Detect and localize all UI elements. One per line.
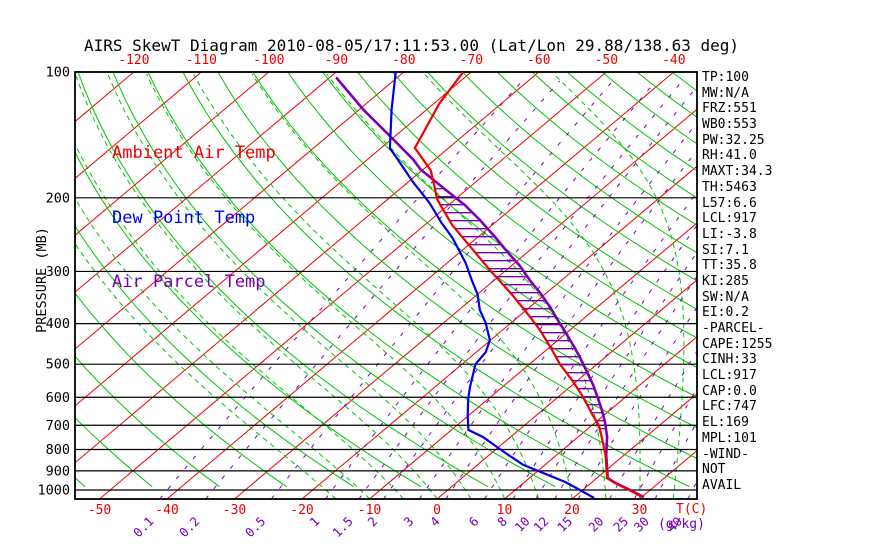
ambient-air-temp-curve (413, 72, 643, 498)
stat-line: MAXT:34.3 (702, 164, 773, 180)
stat-line: WB0:553 (702, 117, 757, 133)
bottom-temp-tick-label: 10 (497, 503, 513, 518)
air-parcel-temp-curve (335, 76, 645, 499)
top-temp-tick-label: -50 (595, 53, 618, 68)
top-temp-tick-label: -100 (253, 53, 284, 68)
isotherm-lines (75, 72, 697, 499)
pressure-tick-label: 400 (46, 316, 70, 332)
stat-line: AVAIL (702, 477, 742, 493)
chart-title: AIRS SkewT Diagram 2010-08-05/17:11:53.0… (84, 36, 740, 55)
sounding-curves (335, 72, 645, 499)
pressure-tick-label: 800 (46, 442, 70, 458)
stat-line: NOT (702, 462, 726, 478)
stat-line: TP:100 (702, 70, 749, 85)
stat-line: CAP:0.0 (702, 383, 757, 399)
stat-line: EI:0.2 (702, 305, 749, 321)
top-temp-tick-label: -40 (662, 53, 685, 68)
pressure-tick-label: 300 (46, 264, 70, 280)
stat-line: LCL:917 (702, 211, 757, 227)
bottom-temp-tick-label: -30 (223, 503, 246, 518)
stats-panel: TP:100 MW:N/A FRZ:551 WB0:553 PW:32.25 RH:41.… (702, 70, 772, 494)
stat-line: EL:169 (702, 415, 749, 431)
dry-adiabat-lines (75, 72, 697, 488)
isobar-lines: 100 200 300 400 500 600 700 800 900 1000 PRESSURE … (34, 65, 698, 500)
top-temp-tick-label: -90 (325, 53, 348, 68)
pressure-tick-label: 200 (46, 190, 70, 206)
stat-line: L57:6.6 (702, 195, 757, 211)
stat-line: MW:N/A (702, 85, 749, 101)
stat-line: MPL:101 (702, 430, 757, 446)
pressure-tick-label: 500 (46, 357, 70, 373)
stat-line: CAPE:1255 (702, 336, 773, 352)
cape-hatch-lines (434, 188, 606, 430)
plot-frame (74, 71, 698, 500)
stat-line: LI:-3.8 (702, 226, 757, 242)
stat-line: LFC:747 (702, 399, 757, 415)
top-temp-tick-label: -70 (460, 53, 483, 68)
bottom-temp-tick-label: -50 (88, 503, 111, 518)
temp-unit-label: T(C) (676, 502, 707, 517)
dew-point-temp-curve (388, 72, 595, 499)
stat-line: PW:32.25 (702, 132, 765, 148)
top-temp-tick-label: -60 (527, 53, 550, 68)
stat-line: TH:5463 (702, 179, 757, 195)
pressure-tick-label: 900 (46, 463, 70, 479)
pressure-tick-label: 700 (46, 418, 70, 434)
legend-item-parcel: Air Parcel Temp (112, 272, 266, 292)
temperature-tick-labels: -120 -110 -100 -90 -80 -70 -60 -50 -40-50 -40 -30-… (88, 53, 708, 518)
stat-line: -PARCEL- (702, 321, 765, 336)
pressure-tick-label: 100 (46, 65, 70, 81)
stat-line: CINH:33 (702, 352, 757, 368)
stat-line: KI:285 (702, 273, 749, 289)
top-temp-tick-label: -110 (186, 53, 217, 68)
bottom-temp-tick-label: 30 (632, 503, 648, 518)
bottom-temp-tick-label: 20 (564, 503, 580, 518)
stat-line: FRZ:551 (702, 101, 757, 117)
pressure-tick-label: 1000 (37, 483, 70, 499)
top-temp-tick-label: -80 (392, 53, 415, 68)
bottom-temp-tick-label: -10 (358, 503, 381, 518)
pressure-tick-label: 600 (46, 390, 70, 406)
stat-line: TT:35.8 (702, 258, 757, 274)
stat-line: LCL:917 (702, 368, 757, 384)
mixing-ratio-unit-label: (g/kg) (658, 517, 705, 532)
pressure-axis-label: PRESSURE (MB) (34, 227, 50, 333)
bottom-temp-tick-label: -40 (155, 503, 178, 518)
bottom-temp-tick-label: -20 (290, 503, 313, 518)
stat-line: RH:41.0 (702, 148, 757, 164)
legend-item-dewpoint: Dew Point Temp (112, 207, 256, 228)
stat-line: SW:N/A (702, 289, 749, 305)
stat-line: SI:7.1 (702, 242, 749, 258)
legend-item-ambient: Ambient Air Temp (112, 143, 276, 163)
top-temp-tick-label: -120 (118, 53, 149, 68)
stat-line: -WIND- (702, 446, 749, 462)
bottom-temp-tick-label: 0 (433, 503, 441, 518)
legend: Ambient Air Temp Dew Point Temp Air Parc… (112, 100, 276, 337)
